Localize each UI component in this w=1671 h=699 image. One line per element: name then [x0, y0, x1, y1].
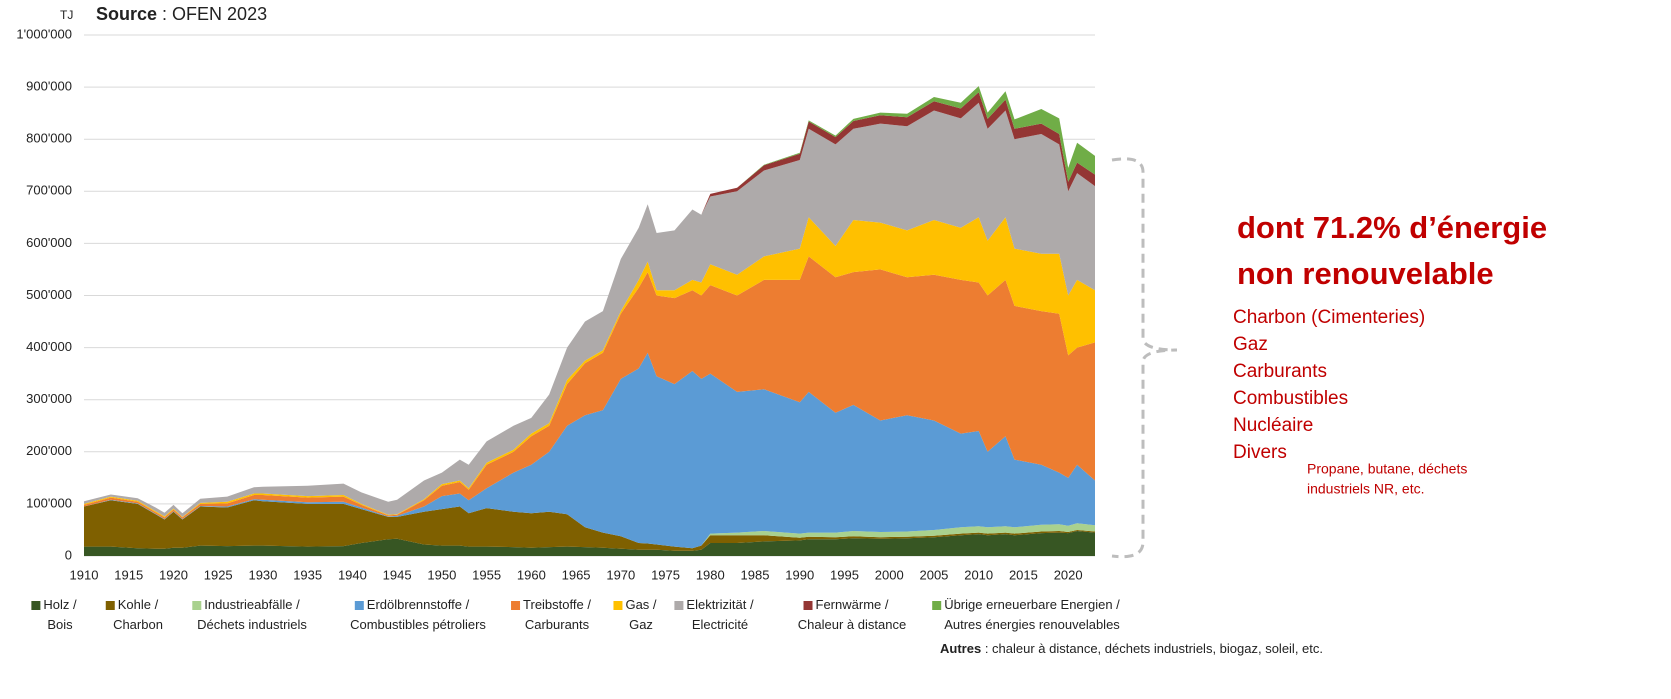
x-tick-label: 2020	[1054, 567, 1083, 582]
legend-line: Electricité	[692, 617, 748, 632]
item: Gaz	[1233, 334, 1268, 355]
x-tick-label: 1985	[741, 567, 770, 582]
legend-swatch	[511, 601, 521, 610]
footer-label: Autres	[940, 641, 981, 656]
legend-line: Holz /	[43, 597, 77, 612]
area	[84, 500, 1095, 549]
legend-line: Chaleur à distance	[798, 617, 906, 632]
x-tick-label: 1915	[114, 567, 143, 582]
legend-line: Autres énergies renouvelables	[944, 617, 1120, 632]
y-tick-label: 800'000	[26, 131, 72, 146]
source: Source : OFEN 2023	[96, 4, 267, 24]
area	[84, 217, 1095, 518]
legend-swatch	[613, 601, 623, 610]
brace	[1111, 157, 1178, 559]
x-tick-label: 1975	[651, 567, 680, 582]
unit-label: TJ	[60, 8, 73, 22]
item: Combustibles	[1233, 388, 1348, 409]
source-text: : OFEN 2023	[162, 4, 267, 24]
x-tick-label: 1925	[204, 567, 233, 582]
item: Charbon (Cimenteries)	[1233, 307, 1425, 328]
legend-line: Carburants	[525, 617, 590, 632]
item: Nucléaire	[1233, 415, 1313, 436]
legend-line: Déchets industriels	[197, 617, 307, 632]
x-tick-label: 1960	[517, 567, 546, 582]
legend-label: Treibstoffe / Carburants	[523, 597, 591, 632]
x-tick-label: 1920	[159, 567, 188, 582]
x-tick-label: 1930	[248, 567, 277, 582]
item: Carburants	[1233, 361, 1327, 382]
legend-line: Kohle /	[118, 597, 159, 612]
legend-label: Erdölbrennstoffe / Combustibles pétrolier…	[350, 597, 486, 632]
legend-line: Charbon	[113, 617, 163, 632]
footer: Autres : chaleur à distance, déchets ind…	[940, 641, 1323, 656]
legend-line: Industrieabfälle /	[204, 597, 300, 612]
x-tick-label: 1945	[383, 567, 412, 582]
x-tick-label: 1955	[472, 567, 501, 582]
legend-swatch	[803, 601, 813, 610]
x-tick-label: 1940	[338, 567, 367, 582]
legend-line: Combustibles pétroliers	[350, 617, 486, 632]
area	[84, 102, 1095, 517]
source-label: Source	[96, 4, 157, 24]
x-tick-label: 1910	[70, 567, 99, 582]
area	[84, 531, 1095, 556]
legend-swatch	[932, 601, 942, 610]
area	[84, 352, 1095, 549]
legend-swatch	[354, 601, 364, 610]
footer-text: : chaleur à distance, déchets industriel…	[985, 641, 1323, 656]
legend-line: Erdölbrennstoffe /	[367, 597, 470, 612]
legend-swatch	[674, 601, 684, 610]
legend-swatch	[31, 601, 41, 610]
legend-label: Kohle / Charbon	[113, 597, 163, 632]
legend-label: Gas / Gaz	[625, 597, 656, 632]
headline: dont 71.2% d’énergie	[1237, 210, 1547, 245]
x-tick-label: 1970	[606, 567, 635, 582]
x-tick-label: 1965	[562, 567, 591, 582]
y-tick-label: 900'000	[26, 79, 72, 94]
legend-swatch	[105, 601, 115, 610]
item: Divers	[1233, 442, 1287, 463]
legend-line: Gas /	[625, 597, 656, 612]
y-tick-label: 1'000'000	[16, 26, 72, 41]
note: industriels NR, etc.	[1307, 481, 1424, 497]
x-tick-label: 1995	[830, 567, 859, 582]
headline: non renouvelable	[1237, 256, 1494, 291]
x-tick-label: 2000	[875, 567, 904, 582]
y-tick-label: 200'000	[26, 443, 72, 458]
area	[84, 256, 1095, 519]
y-tick-label: 0	[65, 547, 72, 562]
x-tick-label: 1935	[293, 567, 322, 582]
legend-label: Elektrizität / Electricité	[686, 597, 754, 632]
area	[84, 500, 1095, 551]
legend-label: Fernwärme / Chaleur à distance	[798, 597, 906, 632]
x-tick-label: 2010	[964, 567, 993, 582]
legend-label: Holz / Bois	[43, 597, 77, 632]
x-tick-label: 1990	[785, 567, 814, 582]
legend-line: Fernwärme /	[816, 597, 889, 612]
legend-label: Übrige erneuerbare Energien / Autres éner…	[944, 597, 1120, 632]
y-tick-label: 400'000	[26, 339, 72, 354]
x-tick-label: 1950	[427, 567, 456, 582]
legend-line: Elektrizität /	[686, 597, 754, 612]
y-tick-label: 700'000	[26, 183, 72, 198]
x-tick-label: 1980	[696, 567, 725, 582]
y-tick-label: 100'000	[26, 495, 72, 510]
legend-swatch	[192, 601, 202, 610]
legend-line: Treibstoffe /	[523, 597, 591, 612]
legend-label: Industrieabfälle / Déchets industriels	[197, 597, 307, 632]
y-tick-label: 300'000	[26, 391, 72, 406]
legend-line: Bois	[47, 617, 73, 632]
x-tick-label: 2015	[1009, 567, 1038, 582]
note: Propane, butane, déchets	[1307, 461, 1467, 477]
y-tick-label: 600'000	[26, 235, 72, 250]
x-tick-label: 2005	[919, 567, 948, 582]
y-tick-label: 500'000	[26, 287, 72, 302]
legend-line: Übrige erneuerbare Energien /	[944, 597, 1120, 612]
legend-line: Gaz	[629, 617, 653, 632]
